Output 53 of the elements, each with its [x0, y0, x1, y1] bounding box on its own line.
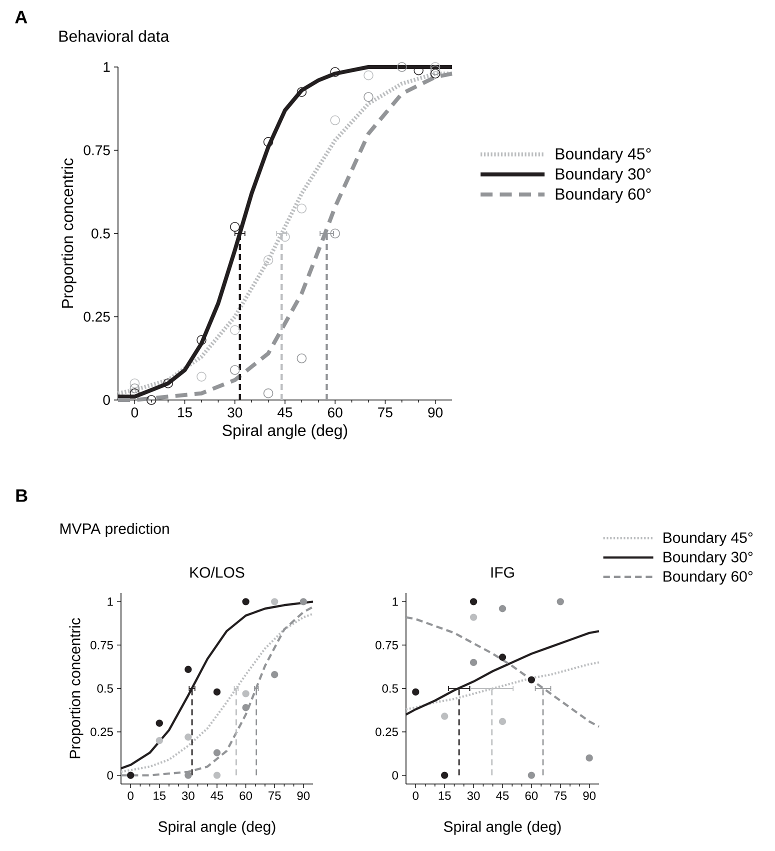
- x-tick-label: 90: [428, 408, 443, 418]
- x-tick-label: 60: [240, 792, 252, 800]
- legend-label: Boundary 60°: [556, 188, 651, 203]
- x-tick-label: 15: [438, 792, 451, 800]
- x-tick-label: 75: [378, 408, 392, 418]
- x-tick-label: 90: [297, 792, 310, 800]
- y-tick-label: 0: [107, 771, 113, 780]
- chart-title: Behavioral data: [59, 30, 170, 42]
- x-tick-label: 45: [210, 792, 224, 800]
- x-tick-label: 0: [412, 792, 419, 800]
- y-tick-label: 0.25: [90, 728, 113, 736]
- chart-title: IFG: [491, 567, 514, 578]
- x-axis-title: Spiral angle (deg): [158, 820, 276, 835]
- legend-label: Boundary 45°: [664, 532, 753, 546]
- y-axis-title: Proportion concentric: [69, 618, 84, 758]
- x-tick-label: 30: [467, 792, 480, 800]
- x-tick-label: 0: [131, 408, 138, 418]
- y-tick-label: 0.25: [376, 728, 398, 736]
- y-tick-label: 1: [104, 62, 110, 72]
- y-tick-label: 0.75: [376, 640, 398, 650]
- x-tick-label: 0: [128, 792, 134, 800]
- chart-title: KO/LOS: [190, 566, 244, 578]
- y-tick-label: 0.75: [90, 640, 113, 650]
- y-tick-label: 0.5: [382, 684, 398, 693]
- y-tick-label: 0: [392, 771, 398, 780]
- y-tick-label: 1: [392, 598, 398, 606]
- legend-label: Boundary 60°: [664, 570, 753, 585]
- y-tick-label: 1: [108, 598, 113, 606]
- y-tick-label: 0.75: [84, 145, 110, 156]
- text: B: [16, 489, 28, 502]
- x-tick-label: 30: [182, 792, 194, 800]
- x-tick-label: 15: [178, 408, 192, 418]
- x-axis-title: Spiral angle (deg): [444, 820, 561, 835]
- x-tick-label: 60: [328, 408, 342, 418]
- text: MVPA prediction: [60, 522, 169, 537]
- x-axis-title: Spiral angle (deg): [222, 424, 348, 440]
- x-tick-label: 90: [583, 792, 596, 800]
- x-tick-label: 15: [154, 792, 166, 800]
- legend-label: Boundary 30°: [556, 168, 651, 183]
- y-tick-label: 0.5: [92, 228, 110, 238]
- y-axis-title: Proportion concentric: [61, 158, 76, 308]
- y-tick-label: 0.25: [84, 312, 110, 322]
- legend-label: Boundary 45°: [556, 148, 651, 163]
- x-tick-label: 45: [278, 408, 292, 418]
- y-tick-label: 0.5: [97, 684, 113, 693]
- x-tick-label: 45: [496, 792, 509, 800]
- y-tick-label: 0: [103, 395, 110, 405]
- legend-label: Boundary 30°: [664, 551, 753, 566]
- text: A: [15, 10, 28, 24]
- x-tick-label: 30: [228, 408, 242, 418]
- x-tick-label: 75: [268, 792, 281, 800]
- x-tick-label: 75: [554, 792, 567, 800]
- x-tick-label: 60: [525, 792, 538, 800]
